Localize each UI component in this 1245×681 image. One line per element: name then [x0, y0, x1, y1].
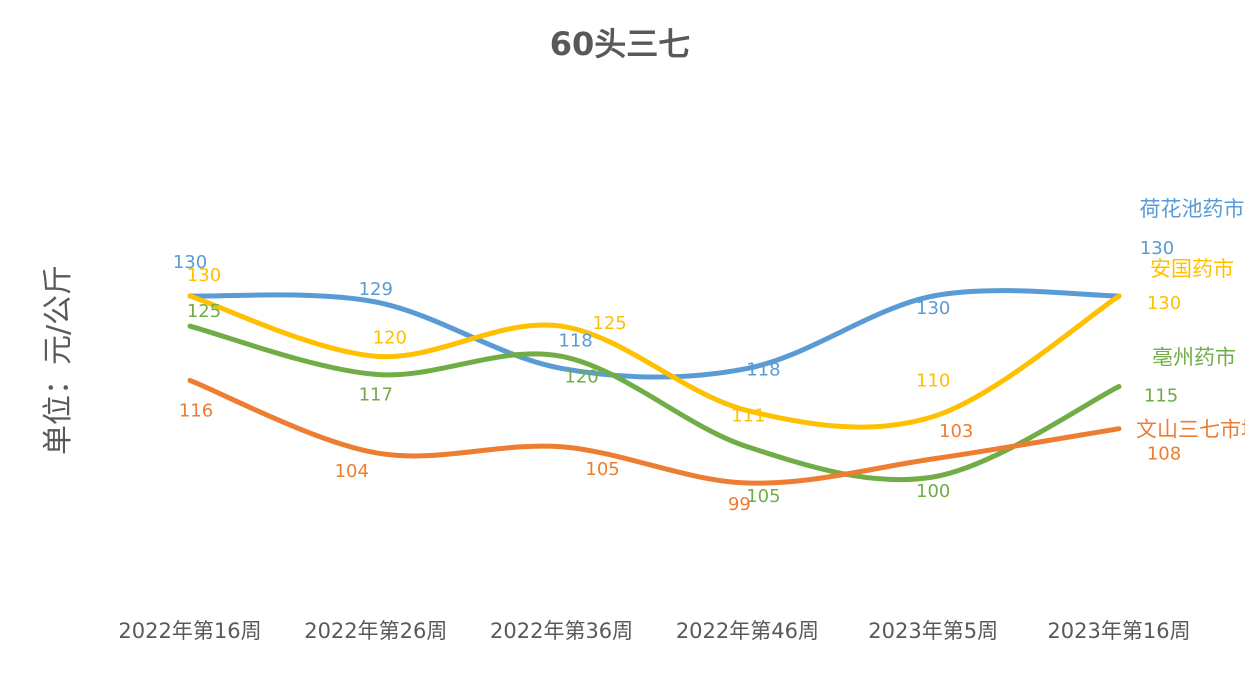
series-name-label: 亳州药市 — [1152, 345, 1236, 369]
data-label: 125 — [187, 301, 221, 322]
x-tick-label: 2022年第36周 — [490, 619, 633, 643]
series-line — [187, 377, 1122, 486]
chart-title: 60头三七 — [550, 25, 691, 63]
data-label: 130 — [1147, 293, 1181, 314]
series-name-label: 文山三七市场 — [1136, 418, 1245, 442]
plot-area: 2022年第16周 2022年第26周 2022年第36周 2022年第46周 2023… — [118, 197, 1245, 643]
data-label: 99 — [728, 494, 751, 515]
x-tick-label: 2023年第5周 — [868, 619, 998, 643]
data-label: 105 — [585, 459, 619, 480]
data-label: 118 — [746, 359, 780, 380]
data-label: 130 — [173, 252, 207, 273]
series-line — [187, 288, 1122, 380]
data-label: 110 — [916, 371, 950, 392]
data-label: 104 — [335, 461, 369, 482]
y-axis-label: 单位：元/公斤 — [41, 265, 76, 455]
data-label: 130 — [187, 265, 221, 286]
x-tick-label: 2023年第16周 — [1047, 619, 1190, 643]
data-label: 120 — [373, 327, 407, 348]
data-label: 115 — [1144, 385, 1178, 406]
series-line — [187, 323, 1122, 483]
data-label: 118 — [558, 330, 592, 351]
data-label: 130 — [916, 298, 950, 319]
data-label: 111 — [731, 406, 765, 427]
series-line — [187, 293, 1122, 430]
data-label: 105 — [746, 486, 780, 507]
data-label: 129 — [359, 279, 393, 300]
data-label: 103 — [939, 421, 973, 442]
data-label: 117 — [359, 384, 393, 405]
data-label: 125 — [592, 313, 626, 334]
data-label: 108 — [1147, 444, 1181, 465]
data-label: 120 — [564, 366, 598, 387]
series-name-label: 安国药市 — [1150, 257, 1234, 281]
data-label: 100 — [916, 481, 950, 502]
series-name-label: 荷花池药市 — [1140, 197, 1245, 221]
x-tick-label: 2022年第26周 — [304, 619, 447, 643]
x-tick-label: 2022年第16周 — [118, 619, 261, 643]
x-tick-label: 2022年第46周 — [676, 619, 819, 643]
data-label: 130 — [1140, 238, 1174, 259]
data-label: 116 — [179, 400, 213, 421]
